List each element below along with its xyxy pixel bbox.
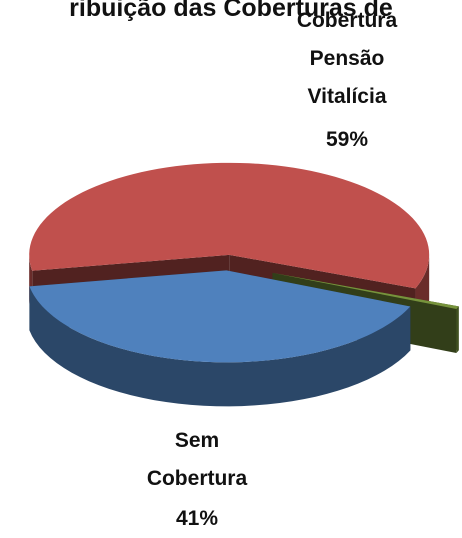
- slice-top: [29, 270, 411, 363]
- slice-top: [29, 162, 430, 289]
- value-label: 59%: [325, 128, 369, 151]
- slice-label: Sem Cobertura: [146, 429, 248, 490]
- slice-side: [456, 306, 459, 354]
- chart-title: ribuição das Coberturas de: [69, 0, 393, 22]
- slice-top: [272, 272, 459, 310]
- value-label: 41%: [175, 507, 219, 530]
- slice-label: Cobertura Pensão Vitalícia: [296, 9, 398, 108]
- slice: [29, 270, 411, 407]
- slice-side: [29, 286, 411, 407]
